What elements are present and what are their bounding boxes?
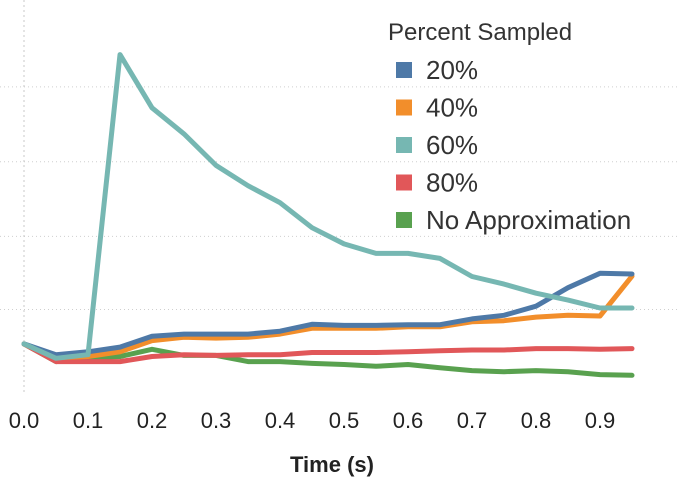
series-line-1 — [21, 270, 635, 358]
x-tick-label: 0.9 — [585, 408, 616, 433]
x-tick-label: 0.0 — [9, 408, 40, 433]
x-tick-label: 0.8 — [521, 408, 552, 433]
series-line-3 — [21, 52, 635, 361]
series-line-4 — [21, 341, 635, 365]
legend-title: Percent Sampled — [388, 19, 572, 46]
x-tick-label: 0.7 — [457, 408, 488, 433]
legend-swatch — [396, 174, 412, 191]
legend-label: 40% — [426, 93, 478, 123]
x-tick-label: 0.6 — [393, 408, 424, 433]
x-axis-title: Time (s) — [290, 452, 374, 477]
legend-label: 80% — [426, 168, 478, 198]
legend-label: No Approximation — [426, 205, 631, 235]
legend-swatch — [396, 99, 412, 116]
x-tick-label: 0.5 — [329, 408, 360, 433]
legend-items: 20% 40% 60% 80% No Approximation — [396, 55, 631, 235]
x-tick-label: 0.1 — [73, 408, 104, 433]
series-line-2 — [21, 273, 635, 361]
legend-swatch — [396, 137, 412, 153]
legend-label: 60% — [426, 130, 478, 160]
x-tick-label: 0.2 — [137, 408, 168, 433]
legend-label: 20% — [426, 55, 478, 85]
legend-swatch — [396, 212, 412, 228]
x-tick-label: 0.4 — [265, 408, 296, 433]
series-lines — [21, 52, 635, 378]
series-line-5 — [21, 341, 635, 378]
x-tick-label: 0.3 — [201, 408, 232, 433]
x-axis-ticks: 0.0 0.1 0.2 0.3 0.4 0.5 0.6 0.7 0.8 0.9 — [9, 408, 616, 433]
legend-swatch — [396, 62, 412, 78]
legend: Percent Sampled 20% 40% 60% 80% No Approxima… — [388, 19, 631, 235]
grid-lines — [0, 86, 680, 310]
